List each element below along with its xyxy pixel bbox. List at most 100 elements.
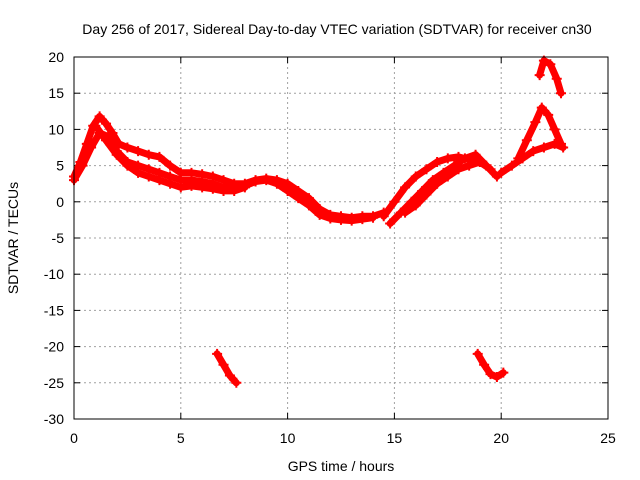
data-point <box>481 160 492 171</box>
data-point <box>101 118 112 129</box>
data-point <box>261 175 272 186</box>
data-point <box>470 149 481 160</box>
data-point <box>336 214 346 225</box>
data-point <box>464 160 475 171</box>
y-tick-label: -5 <box>52 230 65 246</box>
data-point <box>556 88 567 99</box>
series-trace <box>213 350 240 387</box>
data-point <box>303 200 314 211</box>
data-point <box>506 160 517 171</box>
data-point <box>101 135 112 146</box>
data-point <box>111 149 122 160</box>
series-track-late-c <box>534 55 567 99</box>
tick-labels: 0 5 10 15 20 25 20 15 10 5 0 -5 -10 -15 -20 -25 -30 <box>44 49 616 446</box>
data-point <box>175 182 186 193</box>
data-point <box>154 151 165 162</box>
data-point <box>534 70 545 81</box>
data-point <box>346 215 357 226</box>
data-point <box>368 212 379 223</box>
data-point <box>389 196 400 207</box>
data-point <box>154 175 165 186</box>
data-point <box>133 146 144 157</box>
data-point <box>165 178 176 189</box>
data-point <box>536 102 547 113</box>
data-point <box>86 142 97 153</box>
data-point <box>357 214 368 225</box>
y-tick-label: 10 <box>48 121 64 137</box>
data-point <box>77 160 88 171</box>
series-trace <box>70 112 388 222</box>
y-tick-label: -15 <box>44 302 64 318</box>
plot-frame <box>73 56 609 420</box>
x-tick-label: 0 <box>70 430 78 446</box>
data-point <box>186 180 197 191</box>
grid-lines <box>74 57 608 419</box>
x-tick-label: 20 <box>493 430 509 446</box>
data-point <box>122 142 133 153</box>
data-point <box>282 185 293 196</box>
data-point <box>498 367 509 378</box>
data-point <box>530 117 541 128</box>
y-tick-label: 20 <box>48 49 64 65</box>
data-point <box>545 59 556 70</box>
y-axis-label: SDTVAR / TECUs <box>5 182 21 294</box>
y-tick-label: -25 <box>44 375 64 391</box>
series-dip-a <box>212 348 242 388</box>
data-point <box>197 182 208 193</box>
data-point <box>410 171 421 182</box>
data-point <box>491 372 502 383</box>
data-point <box>231 377 242 388</box>
data-point <box>400 207 411 218</box>
data-point <box>521 135 532 146</box>
y-tick-label: 0 <box>56 194 64 210</box>
data-point <box>400 182 411 193</box>
data-point <box>421 189 432 200</box>
series-track-late-a <box>496 138 569 178</box>
data-point <box>410 200 421 211</box>
x-tick-label: 25 <box>600 430 616 446</box>
x-axis-label: GPS time / hours <box>288 458 395 474</box>
data-point <box>239 182 250 193</box>
data-point <box>165 160 176 171</box>
data-point <box>378 211 389 222</box>
data-point <box>314 209 325 220</box>
data-point <box>218 185 229 196</box>
data-point <box>543 109 554 120</box>
series-dip-b <box>472 348 509 383</box>
data-point <box>250 176 261 187</box>
data-point <box>224 370 235 381</box>
data-point <box>528 146 539 157</box>
data-point <box>496 167 507 178</box>
data-point <box>325 213 336 224</box>
y-tick-label: -20 <box>44 339 64 355</box>
data-point <box>421 164 432 175</box>
data-point <box>293 193 304 204</box>
series-track-main-c <box>90 120 250 196</box>
data-point <box>453 164 464 175</box>
y-tick-label: -10 <box>44 266 64 282</box>
data-point <box>218 359 229 370</box>
data-point <box>442 153 453 164</box>
data-point <box>485 369 496 380</box>
data-point <box>474 156 485 167</box>
data-point <box>94 111 105 122</box>
data-point <box>472 348 483 359</box>
series-track-rise-c <box>400 156 485 218</box>
x-tick-label: 5 <box>177 430 185 446</box>
data-point <box>432 156 443 167</box>
data-point <box>207 183 218 194</box>
x-tick-label: 10 <box>280 430 296 446</box>
data-point <box>556 138 567 149</box>
series-track-late-b <box>513 102 567 164</box>
data-point <box>212 348 223 359</box>
chart-title: Day 256 of 2017, Sidereal Day-to-day VTE… <box>82 21 592 37</box>
data-point <box>551 73 562 84</box>
data-point <box>549 124 560 135</box>
y-tick-label: 5 <box>56 158 64 174</box>
data-point <box>479 359 490 370</box>
data-point <box>538 142 549 153</box>
data-point <box>229 185 240 196</box>
data-point <box>143 149 154 160</box>
data-point <box>459 153 470 164</box>
